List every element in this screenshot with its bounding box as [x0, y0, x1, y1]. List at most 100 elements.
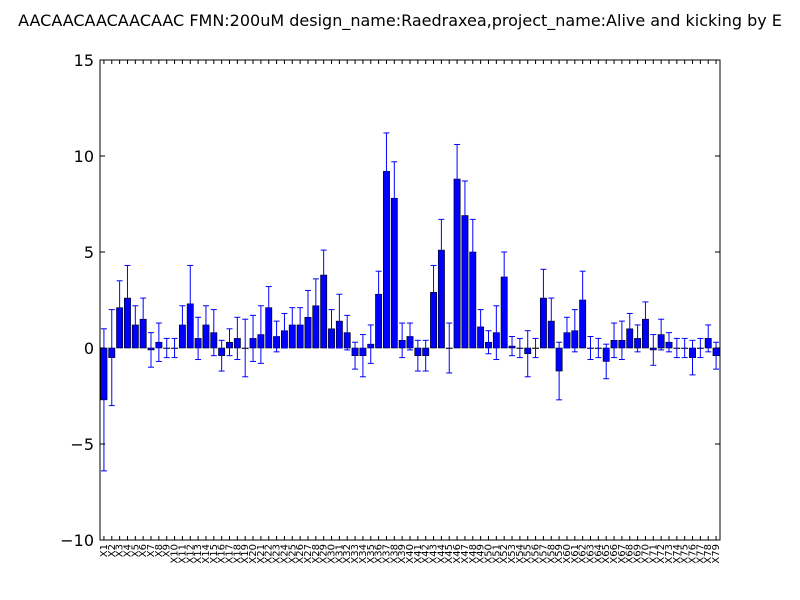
x-tick-label: X1 — [99, 544, 110, 557]
error-bar — [187, 264, 194, 343]
error-bar — [414, 339, 421, 372]
error-bar — [438, 218, 445, 282]
error-bar — [100, 328, 107, 472]
error-bar — [124, 264, 131, 332]
x-tick-label: X74 — [672, 544, 683, 564]
x-tick-label: X54 — [515, 544, 526, 564]
x-tick-label: X13 — [193, 544, 204, 564]
x-tick-label: X61 — [570, 544, 581, 564]
x-tick-label: X55 — [523, 544, 534, 564]
error-bar — [461, 180, 468, 251]
x-tick-label: X56 — [531, 544, 542, 564]
error-bar — [242, 318, 249, 378]
x-tick-label: X18 — [232, 544, 243, 564]
x-tick-label: X65 — [601, 544, 612, 564]
error-bar — [509, 335, 516, 357]
x-tick-label: X66 — [609, 544, 620, 564]
plot-frame — [99, 59, 721, 541]
x-tick-label: X51 — [491, 544, 502, 564]
error-bar — [218, 339, 225, 372]
x-tick-label: X46 — [452, 544, 463, 564]
error-bar — [626, 312, 633, 345]
y-tick-label: 5 — [84, 243, 94, 262]
x-tick-label: X21 — [256, 544, 267, 564]
x-tick-label: X38 — [389, 544, 400, 564]
error-bar — [571, 309, 578, 353]
x-tick-label: X10 — [170, 544, 181, 564]
error-bar — [140, 297, 147, 341]
error-bar — [579, 270, 586, 330]
y-axis: −10 −5 0 5 10 15 — [60, 51, 720, 550]
error-bar — [493, 305, 500, 361]
x-tick-label: X7 — [146, 544, 157, 557]
x-tick-label: X35 — [366, 544, 377, 564]
x-tick-label: X20 — [248, 544, 259, 564]
x-tick-label: X49 — [476, 544, 487, 564]
x-tick-label: X57 — [538, 544, 549, 564]
x-tick-label: X14 — [201, 544, 212, 564]
x-tick-label: X79 — [711, 544, 722, 564]
error-bar — [234, 316, 241, 361]
error-bar — [563, 316, 570, 349]
error-bar — [289, 307, 296, 343]
x-tick-label: X6 — [138, 544, 149, 557]
x-tick-label: X26 — [295, 544, 306, 564]
error-bar — [454, 143, 461, 215]
error-bar — [312, 278, 319, 334]
error-bar — [375, 270, 382, 318]
x-tick-label: X73 — [664, 544, 675, 564]
x-tick-label: X34 — [358, 544, 369, 564]
x-tick-label: X32 — [342, 544, 353, 564]
error-bar — [532, 337, 539, 359]
error-bar — [352, 341, 359, 370]
error-bar — [516, 337, 523, 359]
error-bar — [155, 322, 162, 362]
x-axis: X1X2X3X4X5X6X7X8X9X10X11X12X13X14X15X16X… — [99, 60, 722, 564]
x-tick-label: X70 — [640, 544, 651, 564]
error-bar — [469, 218, 476, 286]
x-tick-label: X75 — [680, 544, 691, 564]
error-bar — [383, 132, 390, 211]
error-bar — [116, 280, 123, 336]
error-bar — [642, 301, 649, 337]
x-tick-label: X78 — [703, 544, 714, 564]
error-bar — [359, 334, 366, 378]
chart-marks — [100, 132, 720, 472]
y-tick-label: −10 — [60, 531, 94, 550]
x-tick-label: X41 — [413, 544, 424, 564]
error-bar — [618, 320, 625, 361]
error-bar — [344, 314, 351, 351]
y-tick-label: 0 — [84, 339, 94, 358]
x-tick-label: X50 — [483, 544, 494, 564]
x-tick-label: X45 — [444, 544, 455, 564]
error-bar — [265, 286, 272, 330]
x-tick-label: X43 — [429, 544, 440, 564]
x-tick-label: X8 — [154, 544, 165, 557]
x-tick-label: X9 — [162, 544, 173, 557]
error-bar — [477, 309, 484, 345]
error-bar — [611, 322, 618, 359]
error-bar — [430, 264, 437, 320]
error-bar — [603, 343, 610, 380]
x-tick-label: X19 — [240, 544, 251, 564]
error-bar — [681, 337, 688, 359]
x-tick-label: X29 — [319, 544, 330, 564]
x-tick-label: X17 — [224, 544, 235, 564]
x-tick-label: X16 — [217, 544, 228, 564]
error-bar — [195, 316, 202, 361]
x-tick-label: X71 — [648, 544, 659, 564]
error-bar — [336, 293, 343, 349]
error-bar — [367, 324, 374, 364]
error-bar — [540, 268, 547, 328]
error-bar — [673, 337, 680, 359]
x-tick-label: X62 — [578, 544, 589, 564]
x-tick-label: X24 — [279, 544, 290, 564]
x-tick-label: X52 — [499, 544, 510, 564]
error-bar — [108, 309, 115, 407]
error-bar — [587, 335, 594, 361]
x-tick-label: X15 — [209, 544, 220, 564]
error-bar — [485, 330, 492, 355]
error-bar — [501, 251, 508, 303]
x-tick-label: X77 — [695, 544, 706, 564]
